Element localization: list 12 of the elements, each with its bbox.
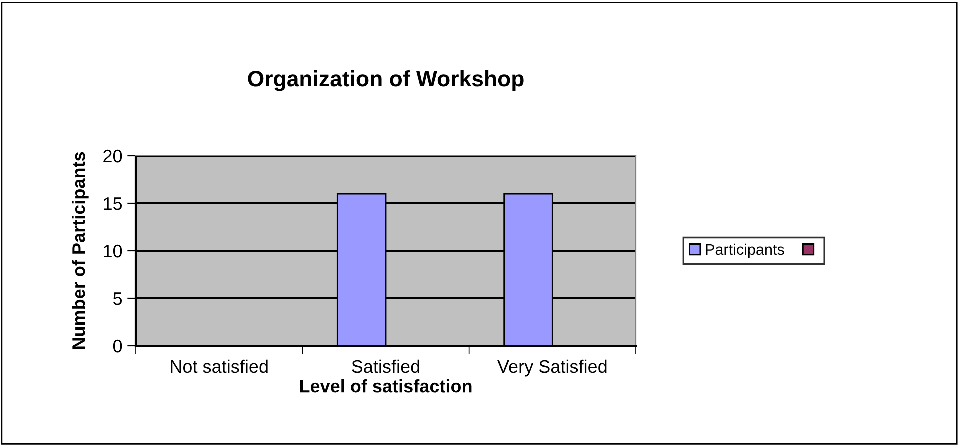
x-axis-title: Level of satisfaction (300, 380, 472, 393)
y-tick-label: 20 (104, 150, 122, 163)
x-tick-label: Not satisfied (171, 360, 268, 374)
chart-title: Organization of Workshop (248, 70, 524, 92)
y-axis-title: Number of Participants (72, 152, 89, 350)
y-tick-label: 10 (104, 244, 122, 258)
y-tick-label: 5 (113, 292, 122, 306)
x-tick-label: Very Satisfied (498, 360, 607, 377)
y-tick-label: 0 (113, 340, 122, 353)
y-tick-label: 15 (104, 198, 122, 210)
legend-label: Participants (706, 244, 784, 258)
x-tick-label: Satisfied (352, 360, 420, 374)
